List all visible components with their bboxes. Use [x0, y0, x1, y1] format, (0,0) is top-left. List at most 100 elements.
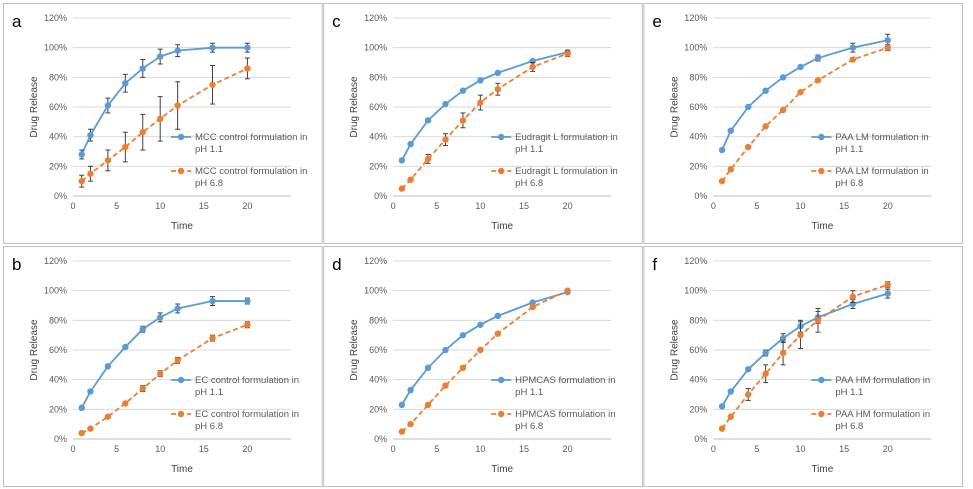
data-point: [477, 346, 484, 354]
data-point: [727, 388, 734, 395]
panel-a: a 0% 20% 40% 60% 80% 100% 120% 0 5 10 15 20 Time Drug …: [3, 3, 323, 244]
data-point: [244, 44, 251, 51]
y-tick-label: 20%: [689, 161, 707, 171]
data-point: [139, 385, 146, 392]
data-point: [494, 86, 502, 93]
data-point: [442, 100, 449, 108]
data-point: [407, 386, 414, 394]
legend-label: PAA LM formulation in pH 1.1: [835, 132, 928, 155]
panel-e: e 0% 20% 40% 60% 80% 100% 120% 0 5 10 15 20 Time Drug …: [643, 3, 964, 244]
y-tick-label: 60%: [49, 345, 67, 355]
data-point: [494, 69, 502, 77]
legend-label-line: pH 6.8: [195, 421, 223, 432]
legend-label: PAA HM formulation in pH 6.8: [835, 409, 930, 432]
data-point: [424, 364, 432, 371]
data-point: [244, 321, 251, 328]
data-point: [814, 317, 822, 324]
data-point: [209, 297, 216, 305]
legend-label-line: PAA LM formulation in: [835, 132, 928, 143]
data-point: [104, 102, 112, 109]
data-point: [727, 166, 734, 173]
legend-label-line: pH 6.8: [835, 178, 863, 189]
y-tick-label: 0%: [374, 434, 387, 444]
y-tick-label: 0%: [54, 191, 67, 201]
data-point: [398, 428, 406, 435]
data-point: [122, 80, 129, 87]
data-point: [884, 281, 891, 288]
x-tick-label: 20: [563, 444, 573, 454]
data-point: [87, 425, 94, 432]
data-point: [477, 99, 484, 106]
data-point: [398, 401, 406, 409]
x-axis-title: Time: [491, 221, 513, 232]
data-point: [718, 146, 726, 154]
data-point: [407, 140, 414, 148]
data-point: [424, 155, 432, 163]
y-tick-label: 20%: [689, 404, 707, 414]
legend-marker: [497, 410, 505, 418]
legend-label-line: PAA HM formulation in: [835, 375, 930, 386]
panel-b: b 0% 20% 40% 60% 80% 100% 120% 0 5 10 15 20 Time Drug …: [3, 246, 323, 487]
y-axis-title: Drug Release: [29, 76, 40, 138]
legend-label-line: pH 6.8: [195, 178, 223, 189]
data-point: [762, 123, 769, 130]
y-tick-label: 120%: [364, 256, 387, 266]
x-tick-label: 0: [391, 201, 396, 211]
legend-label-line: pH 1.1: [835, 387, 863, 398]
data-point: [745, 366, 752, 373]
legend-label-line: Eudragit L formulation in: [515, 132, 618, 143]
data-point: [398, 185, 406, 192]
data-point: [779, 74, 787, 81]
x-tick-label: 5: [754, 444, 759, 454]
y-tick-label: 60%: [369, 102, 387, 112]
legend-label-line: Eudragit L formulation in: [515, 166, 618, 177]
panel-frame: [643, 3, 964, 244]
data-point: [718, 403, 726, 410]
y-tick-label: 40%: [689, 132, 707, 142]
data-point: [459, 331, 467, 339]
data-point: [459, 117, 467, 124]
data-point: [424, 401, 432, 409]
series-line: [721, 46, 889, 182]
data-point: [78, 404, 85, 412]
y-axis-title: Drug Release: [349, 319, 360, 381]
legend-label-line: pH 1.1: [195, 387, 223, 398]
data-point: [104, 363, 112, 370]
data-point: [727, 127, 734, 134]
x-tick-label: 20: [883, 201, 893, 211]
legend-label-line: MCC control formulation in: [195, 132, 307, 143]
y-tick-label: 100%: [44, 43, 67, 53]
y-tick-label: 100%: [364, 286, 387, 296]
x-tick-label: 15: [199, 201, 209, 211]
data-point: [814, 77, 822, 84]
x-tick-label: 10: [155, 201, 165, 211]
data-point: [157, 370, 164, 377]
x-tick-label: 20: [563, 201, 573, 211]
legend-label: PAA HM formulation in pH 1.1: [835, 375, 930, 398]
data-point: [745, 103, 752, 111]
x-tick-label: 5: [754, 201, 759, 211]
y-tick-label: 120%: [684, 256, 707, 266]
panel-frame: [3, 246, 323, 487]
data-point: [884, 37, 891, 44]
y-tick-label: 60%: [49, 102, 67, 112]
data-point: [407, 420, 414, 428]
panel-frame: [3, 3, 323, 244]
data-point: [174, 47, 181, 54]
data-point: [122, 343, 129, 351]
y-tick-label: 120%: [364, 13, 387, 23]
y-tick-label: 0%: [694, 434, 707, 444]
data-point: [762, 370, 769, 377]
x-tick-label: 10: [155, 444, 165, 454]
legend-label-line: PAA HM formulation in: [835, 409, 930, 420]
x-tick-label: 10: [796, 201, 806, 211]
data-point: [139, 65, 146, 72]
data-point: [477, 321, 484, 328]
data-point: [529, 303, 536, 311]
panel-letter: c: [332, 12, 341, 31]
data-point: [78, 177, 85, 185]
legend-marker: [497, 167, 505, 175]
data-point: [849, 56, 857, 63]
data-point: [209, 81, 216, 88]
